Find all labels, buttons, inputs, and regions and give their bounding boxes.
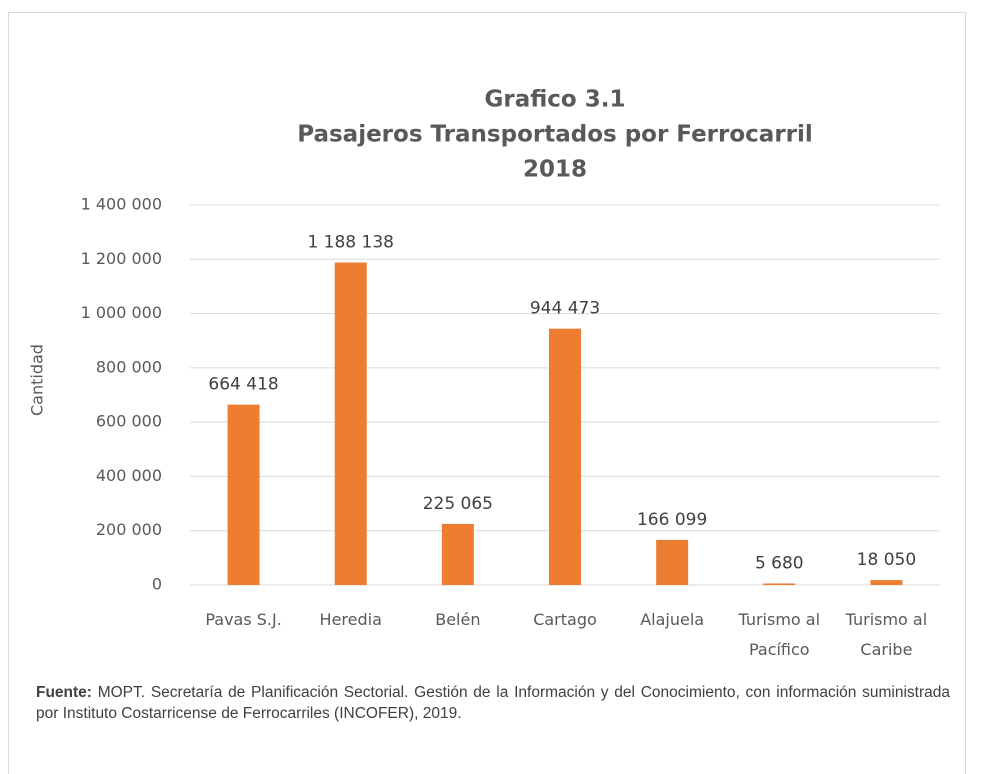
x-tick-label: Pavas S.J.	[205, 610, 282, 629]
bar	[656, 539, 689, 585]
data-label: 18 050	[857, 550, 916, 570]
source-text: MOPT. Secretaría de Planificación Sector…	[36, 684, 950, 722]
chart-frame	[8, 12, 966, 774]
source-label: Fuente:	[36, 684, 92, 701]
bar	[334, 262, 367, 585]
data-label: 664 418	[208, 375, 278, 395]
y-tick-label: 400 000	[96, 466, 162, 485]
bar	[441, 523, 474, 585]
bar	[763, 583, 796, 585]
x-tick-label: Belén	[435, 610, 481, 629]
chart-title: 2018	[523, 157, 587, 183]
chart-title: Pasajeros Transportados por Ferrocarril	[297, 122, 813, 148]
data-label: 1 188 138	[307, 233, 394, 253]
data-label: 225 065	[423, 494, 493, 514]
x-tick-label: Heredia	[319, 610, 382, 629]
bar	[227, 404, 260, 585]
x-tick-label: Cartago	[533, 610, 597, 629]
data-label: 166 099	[637, 510, 707, 530]
y-tick-label: 600 000	[96, 412, 162, 431]
y-tick-label: 1 000 000	[81, 303, 162, 322]
y-tick-label: 1 200 000	[81, 249, 162, 268]
y-tick-label: 800 000	[96, 357, 162, 376]
bar	[870, 580, 903, 585]
chart-title: Grafico 3.1	[485, 87, 626, 113]
x-tick-label: Turismo al Pacífico	[738, 610, 821, 659]
source-note: Fuente: MOPT. Secretaría de Planificació…	[36, 682, 950, 724]
data-label: 944 473	[530, 299, 600, 319]
x-tick-label: Alajuela	[640, 610, 705, 629]
bar	[549, 328, 581, 585]
y-tick-label: 200 000	[96, 520, 162, 539]
data-label: 5 680	[755, 553, 804, 573]
x-tick-label: Turismo al Caribe	[845, 610, 928, 659]
y-tick-label: 0	[152, 575, 162, 594]
chart: Grafico 3.1 Pasajeros Transportados por F…	[28, 87, 940, 594]
y-tick-label: 1 400 000	[81, 195, 162, 214]
y-axis-label: Cantidad	[28, 344, 47, 416]
